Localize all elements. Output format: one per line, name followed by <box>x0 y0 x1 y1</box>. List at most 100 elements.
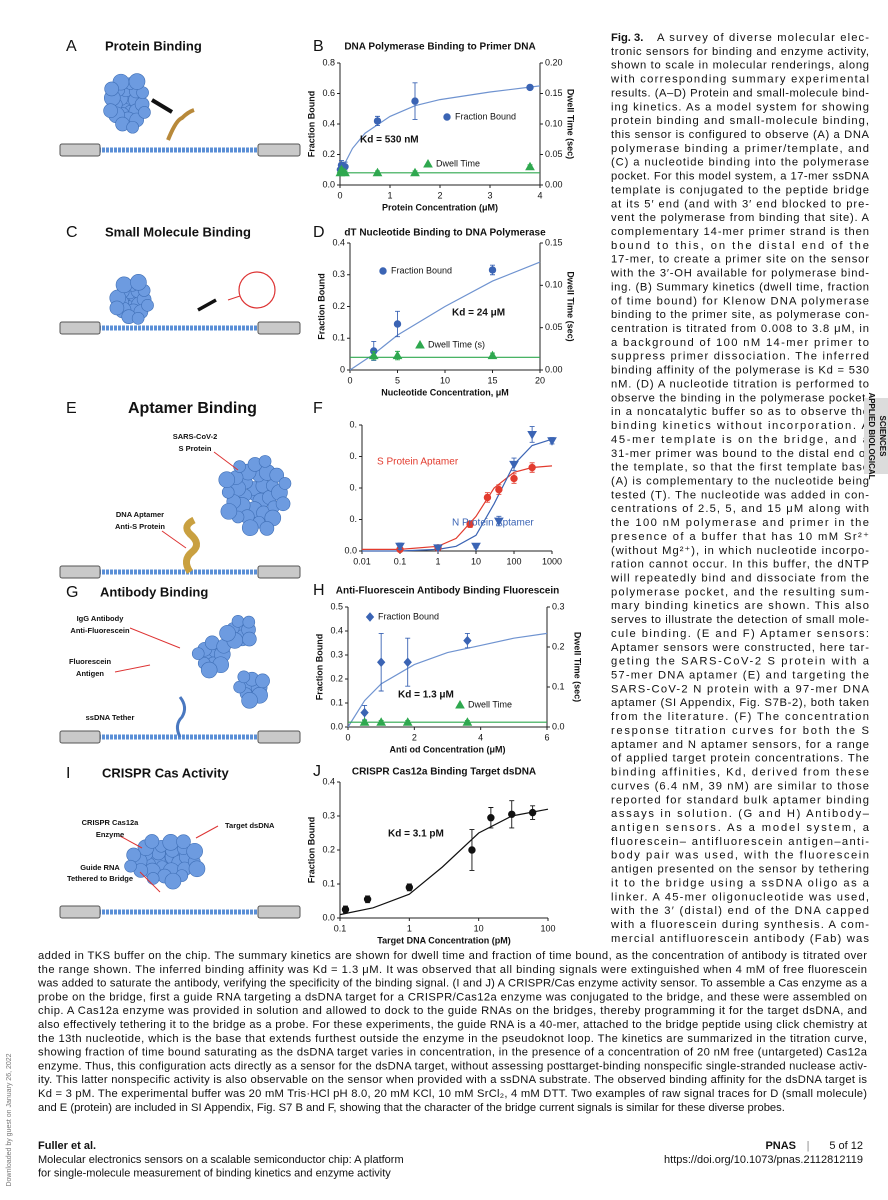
protein-blob <box>275 496 291 512</box>
fit-curve <box>362 438 553 552</box>
caption-line: curves (6.4 nM, 39 nM) are similar to th… <box>611 780 869 792</box>
caption-line: of applied target protein concentrations… <box>611 753 869 765</box>
y-tick-label: 0.3 <box>322 810 335 820</box>
caption-line: cule binding. (E and F) Aptamer sensors: <box>611 628 869 640</box>
x-axis-label: Target DNA Concentration (pM) <box>377 935 511 945</box>
marker <box>528 463 536 472</box>
legend-label: Fraction Bound <box>391 265 452 275</box>
y2-tick-label: 0.1 <box>552 681 565 691</box>
protein-blob <box>237 670 251 684</box>
footer-doi: https://doi.org/10.1073/pnas.2112812119 <box>664 1154 863 1166</box>
rendering-label: Tethered to Bridge <box>67 874 133 883</box>
y-tick-label: 0.1 <box>322 878 335 888</box>
y2-axis-label: Dwell Time (sec) <box>566 271 576 341</box>
panel-title: Small Molecule Binding <box>105 224 251 239</box>
body-line: and E (protein) are included in SI Appen… <box>38 1102 785 1114</box>
marker <box>372 167 383 177</box>
marker <box>405 883 414 892</box>
protein-blob <box>164 872 182 890</box>
protein-blob <box>221 485 235 499</box>
legend-label: Dwell Time (s) <box>428 339 485 349</box>
caption-line: will repeatedly bind and dissociate from… <box>610 572 869 584</box>
y2-axis-label: Dwell Time (sec) <box>573 632 583 702</box>
x-tick-label: 4 <box>478 732 483 742</box>
x-tick-label: 15 <box>487 375 497 385</box>
marker <box>377 657 386 667</box>
aptamer <box>183 516 200 574</box>
caption-line: SARS-CoV-2 N protein with a 97-mer DNA <box>611 683 870 695</box>
annotation: Kd = 530 nM <box>360 135 419 146</box>
fit-curve <box>362 465 553 550</box>
rendering-label: S Protein <box>179 444 212 453</box>
rendering-label: IgG Antibody <box>77 614 125 623</box>
panel-title: CRISPR Cas Activity <box>102 765 229 780</box>
y-tick-label: 0.1 <box>332 333 345 343</box>
panel-title: Protein Binding <box>105 38 202 53</box>
marker <box>393 320 402 328</box>
caption-line: binding affinities, Kd, derived from the… <box>611 767 869 779</box>
marker <box>528 808 537 817</box>
caption-line: with the 3′-OH available for polymerase … <box>610 268 869 280</box>
caption-line: binding to the primer site, as polymeras… <box>611 309 869 321</box>
y-tick-label: 0.5 <box>330 601 343 611</box>
panel-letter: C <box>66 224 78 241</box>
marker <box>468 846 476 854</box>
y2-tick-label: 0.05 <box>545 149 563 159</box>
rendering-label: Guide RNA <box>80 863 120 872</box>
protein-blob <box>269 467 285 483</box>
legend-marker <box>415 339 425 349</box>
y-tick-label: 0.0 <box>344 545 357 555</box>
protein-blob <box>220 503 238 520</box>
chart-title: dT Nucleotide Binding to DNA Polymerase <box>344 228 546 239</box>
y2-tick-label: 0.15 <box>545 237 563 247</box>
protein-blob <box>126 847 141 863</box>
caption-line: Aptamer sensors were constructed, here t… <box>611 642 869 654</box>
protein-blob <box>242 631 257 647</box>
body-line: showing fraction of time bound saturatin… <box>38 1047 868 1059</box>
body-line: Kd = 3 pM. The experimental buffer was 2… <box>38 1088 867 1100</box>
nucleotide-zoom <box>238 271 276 309</box>
y2-tick-label: 0.3 <box>552 601 565 611</box>
x-tick-label: 0.01 <box>353 556 371 566</box>
marker <box>462 717 473 726</box>
marker <box>526 83 534 92</box>
annotation: Kd = 24 μM <box>452 308 505 319</box>
body-line: the range shown. The inferred binding af… <box>38 964 867 976</box>
x-tick-label: 10 <box>471 556 481 566</box>
marker <box>403 657 412 667</box>
annotation: Kd = 3.1 pM <box>388 829 444 840</box>
y-tick-label: 0. <box>349 451 357 461</box>
caption-line: suppress primer dissociation. The inferr… <box>611 351 869 363</box>
electrode <box>59 143 101 157</box>
y-tick-label: 0.4 <box>332 237 345 247</box>
rendering-label: Anti-S Protein <box>115 522 165 531</box>
y-tick-label: 0.1 <box>330 697 343 707</box>
protein-blob <box>219 624 236 642</box>
marker <box>340 167 350 177</box>
electrode <box>257 730 301 744</box>
marker <box>525 161 535 171</box>
y2-tick-label: 0.05 <box>545 322 563 332</box>
y2-tick-label: 0.00 <box>545 364 563 374</box>
rendering-label: Antigen <box>76 669 104 678</box>
chart-title: DNA Polymerase Binding to Primer DNA <box>344 42 535 53</box>
y-tick-label: 0.6 <box>322 88 335 98</box>
rendering-label: Anti-Fluorescein <box>70 626 130 635</box>
electrode <box>257 565 301 579</box>
protein-blob <box>259 521 275 536</box>
x-tick-label: 0.1 <box>334 923 347 933</box>
caption-line: polymerase pocket, and the resulting sum… <box>611 586 869 598</box>
legend-marker <box>455 699 465 709</box>
caption-line: polymerase binding a primer/template, an… <box>611 143 869 155</box>
caption-line: tronic sensors for binding and enzyme ac… <box>611 46 869 58</box>
protein-blob <box>128 73 146 90</box>
chart-title: CRISPR Cas12a Binding Target dsDNA <box>352 767 536 778</box>
protein-blob <box>138 106 151 119</box>
caption-line: bound to this, on the distal end of the <box>611 240 869 252</box>
caption-line: serves to illustrate the detection of sm… <box>611 614 869 626</box>
y-tick-label: 0.4 <box>322 776 335 786</box>
y-tick-label: 0. <box>349 482 357 492</box>
section-label: SCIENCES <box>878 416 887 458</box>
marker <box>510 474 518 483</box>
